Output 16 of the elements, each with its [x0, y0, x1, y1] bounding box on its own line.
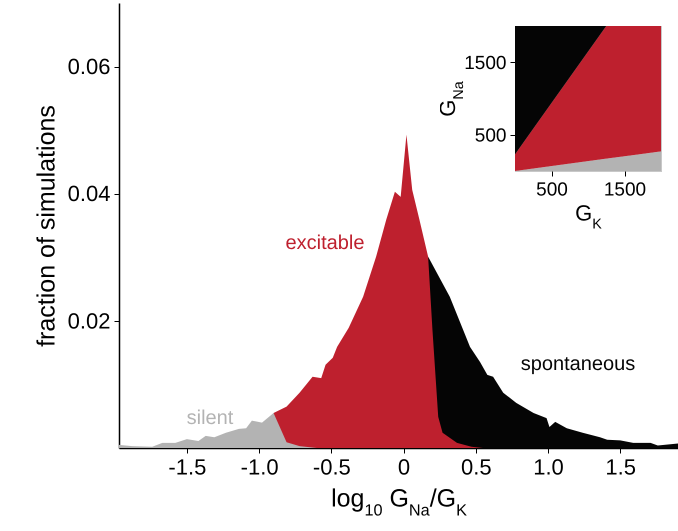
x-tick-label: -0.5 [312, 454, 351, 480]
y-axis-title: fraction of simulations [32, 105, 61, 347]
x-tick-label: -1.0 [240, 454, 279, 480]
series-label: spontaneous [520, 353, 636, 375]
x-tick-label: 1.5 [605, 454, 636, 480]
y-tick-label: 0.06 [68, 54, 110, 80]
x-tick-label: 0.5 [460, 454, 492, 480]
series-label: excitable [286, 232, 364, 254]
x-axis-title: G$_{K}$ [575, 200, 602, 232]
x-axis-title: log$_{10}$ G$_{Na}$/G$_{K}$ [331, 484, 468, 520]
x-tick-label: 0 [398, 454, 410, 480]
series-label: silent [186, 407, 234, 429]
x-tick-label: -1.5 [168, 454, 206, 480]
y-tick-label: 0.04 [68, 181, 110, 206]
x-tick-label: 1.0 [533, 454, 564, 480]
y-tick-label: 0.02 [68, 308, 110, 334]
